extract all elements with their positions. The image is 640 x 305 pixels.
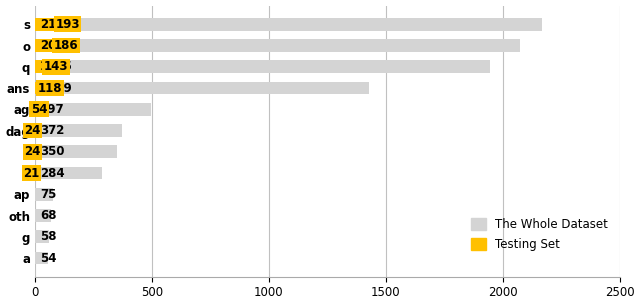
Text: 143: 143 xyxy=(44,60,68,73)
Text: 24: 24 xyxy=(24,124,40,137)
Bar xyxy=(35,188,52,201)
Text: 186: 186 xyxy=(54,39,78,52)
Text: 350: 350 xyxy=(40,145,65,158)
Bar xyxy=(35,230,49,243)
Text: 118: 118 xyxy=(38,81,62,95)
Bar xyxy=(35,18,80,30)
Bar xyxy=(35,124,41,137)
Bar xyxy=(35,82,63,94)
Bar xyxy=(35,167,102,179)
Text: 497: 497 xyxy=(40,103,65,116)
Text: 2073: 2073 xyxy=(40,39,72,52)
Bar xyxy=(35,103,151,116)
Bar xyxy=(35,167,40,179)
Text: 284: 284 xyxy=(40,167,65,180)
Text: 54: 54 xyxy=(31,103,47,116)
Text: 54: 54 xyxy=(40,252,56,264)
Bar xyxy=(35,39,79,52)
Bar xyxy=(35,124,122,137)
Text: 21: 21 xyxy=(23,167,40,180)
Text: 75: 75 xyxy=(40,188,56,201)
Bar xyxy=(35,252,48,264)
Text: 372: 372 xyxy=(40,124,64,137)
Bar xyxy=(35,145,41,158)
Bar xyxy=(35,39,520,52)
Bar xyxy=(35,18,543,30)
Bar xyxy=(35,103,48,116)
Bar xyxy=(35,209,51,222)
Bar xyxy=(35,145,117,158)
Text: 24: 24 xyxy=(24,145,40,158)
Bar xyxy=(35,60,68,73)
Text: 68: 68 xyxy=(40,209,56,222)
Text: 1429: 1429 xyxy=(40,81,72,95)
Legend: The Whole Dataset, Testing Set: The Whole Dataset, Testing Set xyxy=(465,212,614,257)
Bar xyxy=(35,60,490,73)
Bar xyxy=(35,82,369,94)
Text: 1945: 1945 xyxy=(40,60,73,73)
Text: 2170: 2170 xyxy=(40,18,72,31)
Text: 58: 58 xyxy=(40,230,56,243)
Text: 193: 193 xyxy=(55,18,80,31)
